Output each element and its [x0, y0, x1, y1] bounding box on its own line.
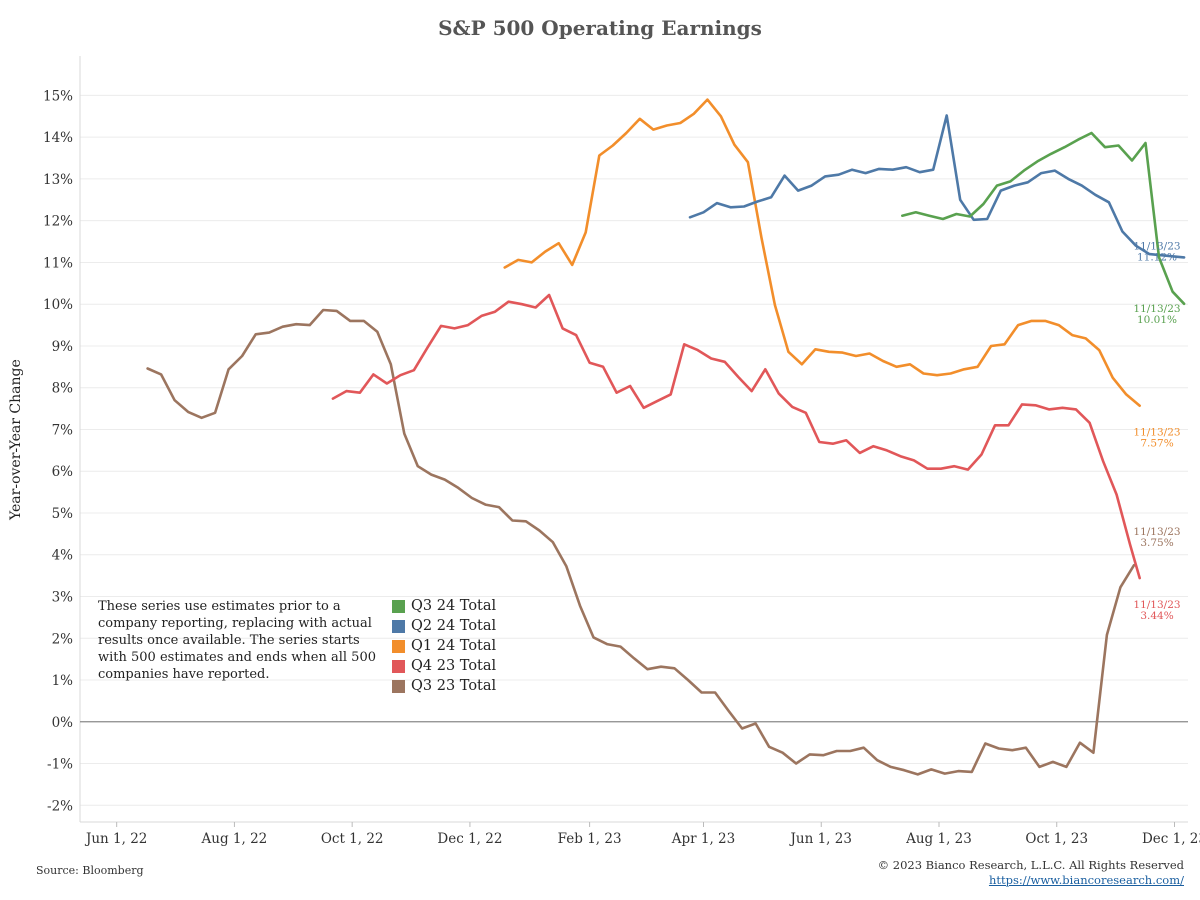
end-label-date: 11/13/23 [1133, 240, 1180, 252]
y-tick-label: 11% [43, 255, 73, 271]
y-tick-label: 15% [43, 88, 73, 104]
legend-label: Q3 23 Total [411, 678, 497, 694]
x-tick-label: Jun 1, 23 [789, 831, 852, 847]
y-tick-labels: -2% -1% 0% 1% 2% 3% 4% 5% 6% 7% 8% 9% 10% 11% 12% 13% 14… [43, 88, 73, 814]
y-tick-label: 5% [52, 506, 74, 522]
series-line [503, 98, 1141, 407]
legend-item-q2-24[interactable]: Q2 24 Total [392, 616, 496, 636]
x-tick-label: Aug 1, 22 [201, 831, 268, 847]
end-label-date: 11/13/23 [1133, 526, 1180, 538]
series-line [901, 131, 1186, 306]
y-tick-label: 3% [52, 590, 74, 606]
x-tick-label: Jun 1, 22 [84, 831, 147, 847]
y-tick-label: 9% [52, 339, 74, 355]
y-tick-label: 8% [52, 381, 74, 397]
website-link[interactable]: https://www.biancoresearch.com/ [988, 873, 1184, 887]
legend: Q3 24 Total Q2 24 Total Q1 24 Total Q4 2… [392, 596, 496, 696]
end-label-value: 3.75% [1140, 537, 1173, 549]
legend-label: Q1 24 Total [411, 638, 497, 654]
y-tick-label: 6% [52, 464, 74, 480]
y-tick-label: 0% [52, 715, 74, 731]
gridlines [79, 56, 1188, 823]
legend-item-q4-23[interactable]: Q4 23 Total [392, 656, 496, 676]
copyright-text: © 2023 Bianco Research, L.L.C. All Right… [877, 858, 1184, 872]
legend-item-q1-24[interactable]: Q1 24 Total [392, 636, 496, 656]
x-tick-label: Apr 1, 23 [671, 831, 736, 847]
legend-swatch [392, 639, 405, 653]
end-label-value: 11.12% [1137, 251, 1177, 263]
x-tick-labels: Jun 1, 22 Aug 1, 22 Oct 1, 22 Dec 1, 22 Feb … [84, 822, 1200, 847]
legend-swatch [392, 619, 405, 633]
legend-label: Q4 23 Total [411, 658, 497, 674]
annotation-note: These series use estimates prior to a co… [98, 599, 376, 682]
y-tick-label: 4% [52, 548, 74, 564]
y-tick-label: -2% [47, 798, 73, 814]
legend-item-q3-24[interactable]: Q3 24 Total [392, 596, 496, 616]
end-label-date: 11/13/23 [1133, 427, 1180, 439]
end-label-value: 10.01% [1137, 314, 1177, 326]
legend-swatch [392, 599, 405, 613]
legend-swatch [392, 659, 405, 673]
x-tick-label: Dec 1, 22 [437, 831, 502, 847]
legend-item-q3-23[interactable]: Q3 23 Total [392, 676, 496, 696]
y-axis-label: Year-over-Year Change [8, 359, 24, 520]
end-label-date: 11/13/23 [1133, 303, 1180, 315]
x-tick-label: Oct 1, 22 [321, 831, 384, 847]
y-tick-label: -1% [47, 757, 73, 773]
y-tick-label: 2% [52, 631, 74, 647]
series-line [688, 114, 1186, 259]
series-lines [146, 98, 1186, 776]
x-tick-label: Feb 1, 23 [558, 831, 622, 847]
y-tick-label: 1% [52, 673, 74, 689]
y-tick-label: 14% [43, 130, 73, 146]
legend-label: Q3 24 Total [411, 598, 497, 614]
legend-label: Q2 24 Total [411, 618, 497, 634]
y-tick-label: 13% [43, 172, 73, 188]
x-tick-label: Oct 1, 23 [1025, 831, 1088, 847]
series-line [331, 293, 1141, 580]
chart-title: S&P 500 Operating Earnings [438, 16, 762, 40]
source-note: Source: Bloomberg [36, 864, 144, 877]
end-label-value: 3.44% [1140, 610, 1173, 622]
x-tick-label: Dec 1, 23 [1142, 831, 1200, 847]
y-tick-label: 12% [43, 214, 73, 230]
legend-swatch [392, 679, 405, 693]
y-tick-label: 10% [43, 297, 73, 313]
end-labels: 11/13/2310.01%11/13/2311.12%11/13/237.57… [1133, 240, 1180, 622]
end-label-date: 11/13/23 [1133, 599, 1180, 611]
y-tick-label: 7% [52, 422, 74, 438]
end-label-value: 7.57% [1140, 438, 1173, 450]
x-tick-label: Aug 1, 23 [905, 831, 972, 847]
series-line [146, 308, 1136, 776]
